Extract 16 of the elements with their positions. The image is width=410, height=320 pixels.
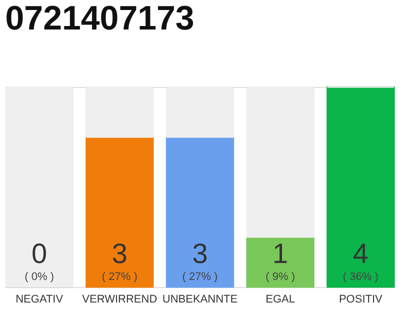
data-label: ( 0% ) — [24, 271, 54, 283]
data-label: ( 36% ) — [342, 271, 378, 283]
x-tick-label: UNBEKANNTE — [162, 294, 238, 306]
annotation: 0 — [32, 238, 48, 269]
x-tick-label: NEGATIV — [16, 294, 64, 306]
x-tick-label: POSITIV — [338, 294, 384, 306]
annotation: 3 — [192, 238, 208, 269]
annotation: 1 — [272, 238, 288, 269]
data-label: ( 27% ) — [182, 271, 218, 283]
x-tick-label: EGAL — [266, 294, 296, 306]
annotation: 4 — [352, 238, 368, 269]
annotation: 3 — [112, 238, 128, 269]
data-label: ( 9% ) — [266, 271, 296, 283]
data-label: ( 27% ) — [102, 271, 138, 283]
chart-title: 0721407173 — [5, 0, 194, 38]
x-tick-label: VERWIRREND — [82, 294, 158, 306]
